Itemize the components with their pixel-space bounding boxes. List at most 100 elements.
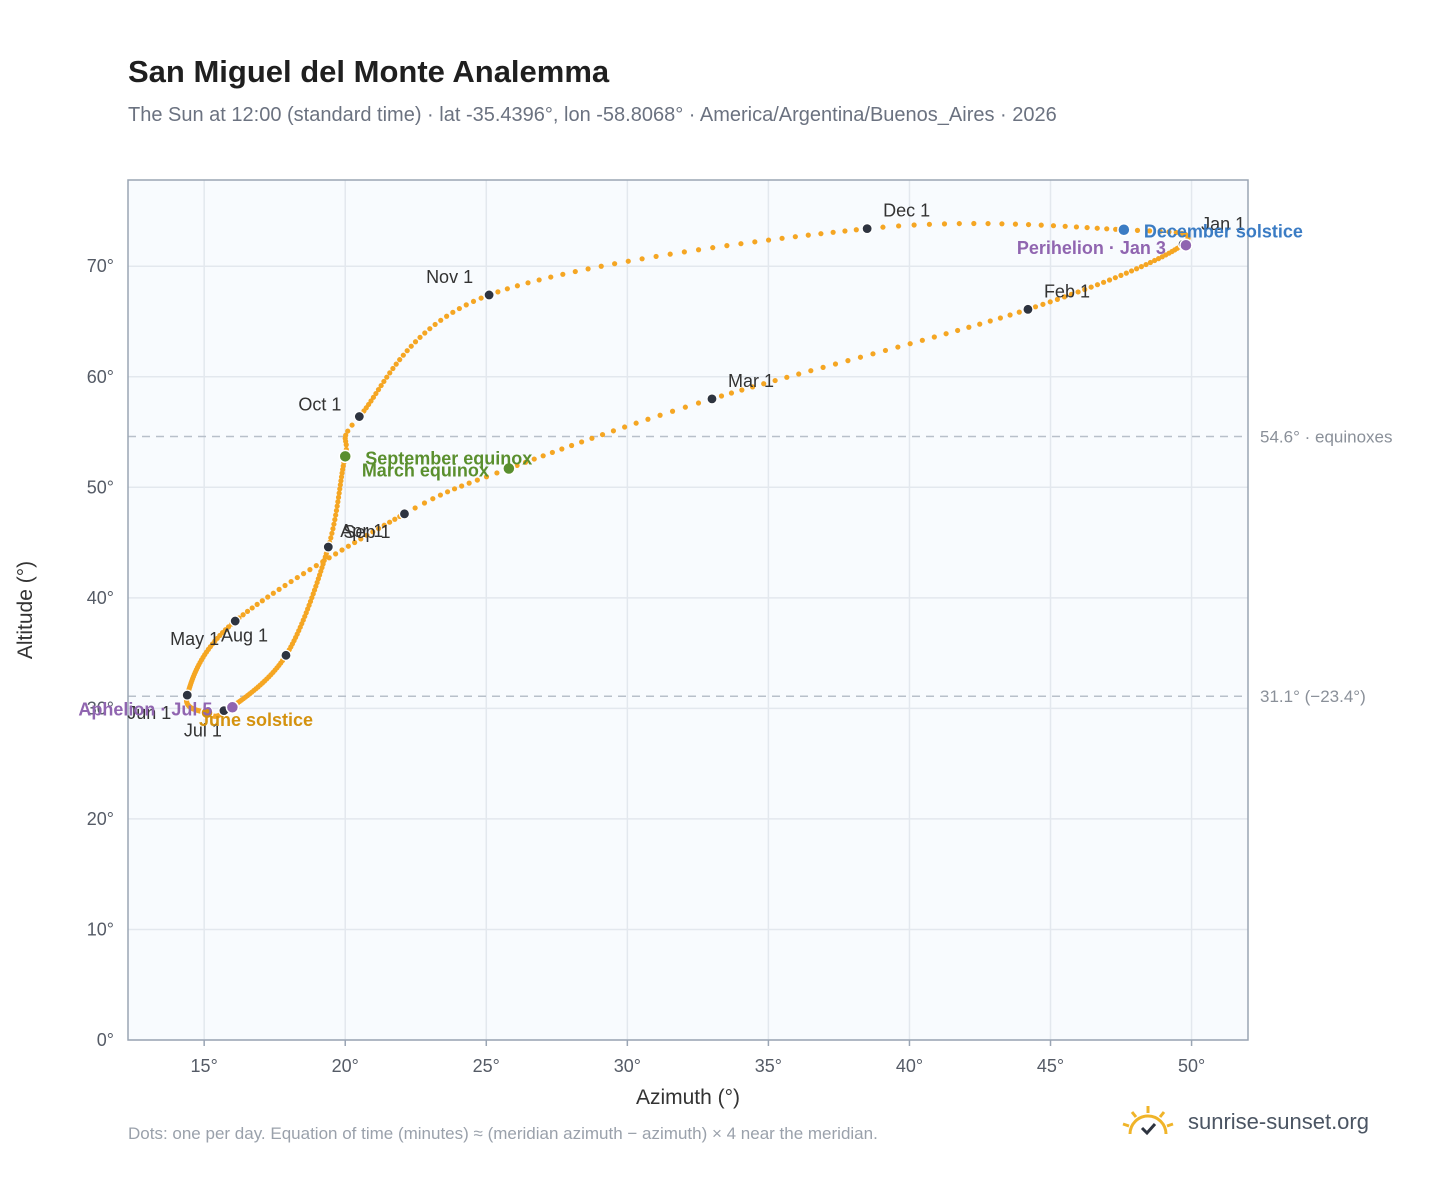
month-marker [280, 649, 292, 661]
day-dot [368, 398, 374, 404]
day-dot [599, 431, 606, 438]
day-dot [444, 313, 450, 319]
event-marker [225, 700, 240, 715]
day-dot [451, 486, 458, 492]
month-label: May 1 [170, 629, 219, 649]
day-dot [466, 480, 472, 486]
day-dot [1012, 221, 1019, 227]
day-dot [695, 247, 702, 253]
event-marker [338, 449, 352, 464]
month-label: Jun 1 [127, 703, 171, 723]
day-dot [1094, 225, 1100, 231]
month-label: Nov 1 [426, 267, 473, 287]
day-dot [336, 490, 342, 496]
day-dot [404, 348, 410, 354]
day-dot [560, 271, 566, 277]
day-dot [1166, 229, 1172, 235]
day-dot [459, 483, 465, 489]
x-tick-label: 35° [755, 1056, 782, 1076]
day-dot [956, 220, 962, 227]
day-dot [381, 378, 387, 385]
y-tick-label: 60° [87, 367, 114, 387]
day-dot [896, 223, 902, 229]
day-dot [259, 598, 265, 604]
day-dot [438, 317, 444, 323]
day-dot [633, 420, 639, 426]
day-dot [1094, 282, 1101, 288]
x-tick-label: 15° [191, 1056, 218, 1076]
day-dot [390, 365, 396, 372]
day-dot [364, 532, 370, 538]
day-dot [463, 302, 469, 308]
day-dot [997, 315, 1003, 321]
day-dot [1075, 289, 1081, 295]
day-dot [999, 221, 1005, 227]
day-dot [1054, 296, 1060, 302]
day-dot [792, 234, 798, 240]
plot-area [128, 180, 1248, 1040]
chart-title: San Miguel del Monte Analemma [128, 54, 610, 89]
month-marker [322, 541, 334, 553]
y-tick-label: 20° [87, 809, 114, 829]
day-dot [288, 578, 294, 585]
event-label: December solstice [1144, 222, 1303, 242]
day-dot [870, 351, 876, 357]
day-dot [669, 408, 676, 414]
day-dot [926, 221, 933, 227]
day-dot [1082, 286, 1088, 293]
brand-logo[interactable]: sunrise-sunset.org [1120, 1104, 1369, 1140]
day-dot [337, 486, 343, 492]
month-label: Apr 1 [340, 521, 383, 541]
day-dot [276, 586, 282, 592]
day-dot [343, 432, 349, 438]
day-dot [941, 221, 948, 227]
day-dot [294, 574, 300, 581]
day-dot [349, 422, 355, 428]
event-label: September equinox [365, 448, 532, 468]
day-dot [474, 477, 480, 483]
day-dot [832, 361, 839, 367]
month-label: Jan 1 [1201, 214, 1245, 234]
day-dot [919, 337, 925, 343]
day-dot [1147, 259, 1154, 266]
day-dot [657, 412, 663, 418]
day-dot [682, 404, 688, 410]
day-dot [681, 249, 687, 255]
day-dot [370, 529, 376, 535]
day-dot [1128, 268, 1135, 274]
day-dot [525, 280, 531, 286]
day-dot [955, 327, 961, 334]
day-dot [752, 239, 758, 245]
day-dot [971, 220, 977, 227]
day-dot [750, 384, 756, 390]
x-tick-label: 45° [1037, 1056, 1064, 1076]
month-marker [398, 508, 411, 520]
day-dot [432, 321, 438, 328]
day-dot [265, 594, 271, 600]
day-dot [335, 499, 341, 505]
day-dot [820, 364, 826, 370]
event-label: Aphelion · Jul 5 [78, 699, 212, 719]
day-dot [610, 428, 617, 434]
day-dot [1143, 261, 1149, 268]
day-dot [254, 601, 260, 607]
day-dot [1084, 224, 1090, 231]
day-dot [966, 324, 972, 330]
day-dot [1088, 284, 1094, 290]
y-axis-ticks: 0° 10° 20° 30° 40° 50° 60° 70° [87, 256, 114, 1050]
day-dot [514, 462, 520, 469]
day-dot [333, 512, 339, 518]
day-dot [1123, 270, 1129, 276]
day-dot [1047, 299, 1053, 305]
day-dot [880, 224, 886, 230]
day-dot [540, 453, 546, 459]
day-dot [1068, 291, 1074, 298]
day-dot [818, 231, 824, 237]
day-dot [639, 256, 645, 262]
day-dot [1050, 223, 1057, 229]
day-dot [387, 519, 393, 525]
day-dot [1146, 228, 1153, 234]
day-dot [559, 446, 565, 452]
